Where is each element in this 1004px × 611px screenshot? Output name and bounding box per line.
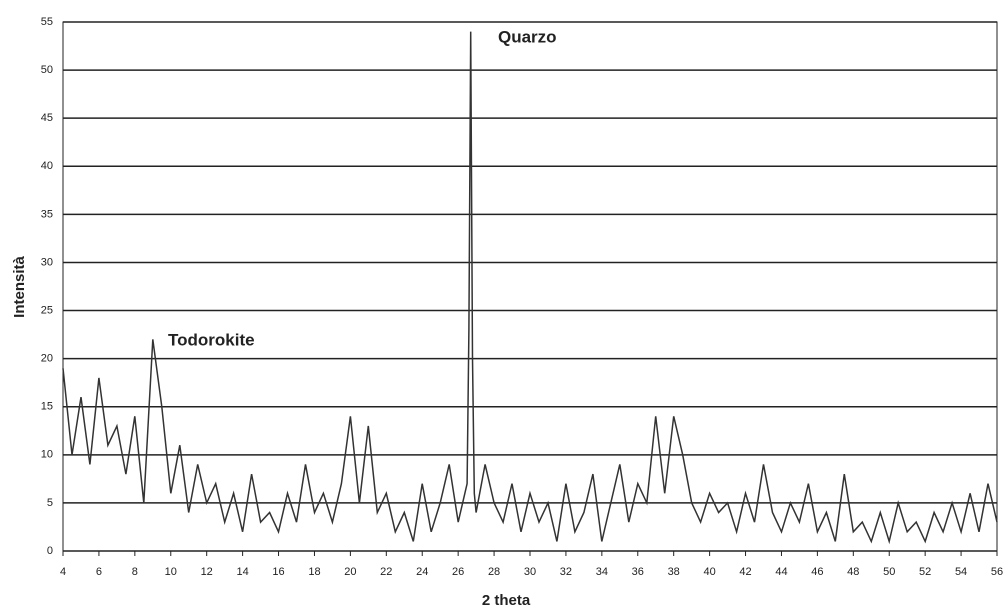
x-tick-label: 12 (201, 566, 213, 578)
x-tick-label: 56 (991, 566, 1003, 578)
x-tick-label: 52 (919, 566, 931, 578)
x-tick-label: 44 (775, 566, 787, 578)
x-tick-label: 48 (847, 566, 859, 578)
x-tick-label: 38 (668, 566, 680, 578)
x-tick-label: 54 (955, 566, 967, 578)
x-tick-label: 46 (811, 566, 823, 578)
y-tick-label: 40 (41, 160, 53, 172)
y-tick-label: 55 (41, 16, 53, 28)
x-tick-label: 40 (703, 566, 715, 578)
y-tick-label: 5 (47, 497, 53, 509)
x-tick-label: 34 (596, 566, 608, 578)
x-tick-label: 8 (132, 566, 138, 578)
x-tick-label: 36 (632, 566, 644, 578)
x-tick-label: 22 (380, 566, 392, 578)
plot-area (62, 21, 998, 552)
x-tick-label: 16 (272, 566, 284, 578)
y-tick-label: 35 (41, 208, 53, 220)
y-tick-label: 25 (41, 304, 53, 316)
x-axis-title: 2 theta (482, 592, 531, 609)
x-tick-label: 14 (236, 566, 248, 578)
y-tick-label: 30 (41, 256, 53, 268)
y-tick-label: 50 (41, 64, 53, 76)
annotation: Todorokite (168, 330, 255, 349)
x-tick-label: 32 (560, 566, 572, 578)
y-tick-label: 0 (47, 545, 53, 557)
y-tick-label: 45 (41, 112, 53, 124)
x-tick-label: 28 (488, 566, 500, 578)
x-tick-label: 10 (165, 566, 177, 578)
x-tick-label: 4 (60, 566, 66, 578)
x-tick-label: 18 (308, 566, 320, 578)
y-tick-label: 10 (41, 449, 53, 461)
y-tick-label: 15 (41, 401, 53, 413)
annotation: Quarzo (498, 27, 557, 46)
y-tick-label: 20 (41, 353, 53, 365)
y-axis-title: Intensità (11, 256, 28, 318)
data-line (62, 31, 998, 545)
x-tick-label: 24 (416, 566, 428, 578)
x-tick-label: 50 (883, 566, 895, 578)
x-tick-label: 26 (452, 566, 464, 578)
x-tick-label: 30 (524, 566, 536, 578)
x-tick-label: 42 (739, 566, 751, 578)
x-tick-label: 20 (344, 566, 356, 578)
x-tick-label: 6 (96, 566, 102, 578)
